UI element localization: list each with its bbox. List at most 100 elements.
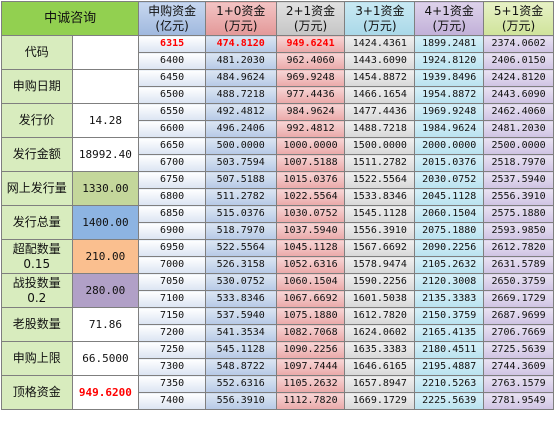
cell-col4[interactable]: 2180.4511 [414, 341, 485, 359]
cell-col2[interactable]: 1015.0376 [275, 171, 346, 189]
cell-col3[interactable]: 1545.1128 [344, 205, 416, 223]
cell-col5[interactable]: 2631.5789 [483, 256, 554, 274]
cell-col3[interactable]: 1454.8872 [344, 69, 416, 87]
cell-col0[interactable]: 7350 [138, 375, 206, 393]
cell-col3[interactable]: 1601.5038 [344, 290, 416, 308]
cell-col1[interactable]: 545.1128 [204, 341, 277, 359]
label-online-issue-volume[interactable]: 网上发行量 [1, 171, 73, 206]
cell-col3[interactable]: 1511.2782 [344, 154, 416, 172]
cell-col1[interactable]: 522.5564 [204, 239, 277, 257]
label-issue-price[interactable]: 发行价 [1, 103, 73, 138]
cell-col5[interactable]: 2781.9549 [483, 392, 554, 410]
cell-col1[interactable]: 500.0000 [204, 137, 277, 155]
cell-col4[interactable]: 2165.4135 [414, 324, 485, 342]
cell-col1[interactable]: 541.3534 [204, 324, 277, 342]
value-subscribe-limit[interactable]: 66.5000 [71, 341, 140, 376]
cell-col2[interactable]: 1022.5564 [275, 188, 346, 206]
cell-col0[interactable]: 6500 [138, 86, 206, 104]
cell-col5[interactable]: 2406.0150 [483, 52, 554, 70]
cell-col5[interactable]: 2763.1579 [483, 375, 554, 393]
label-max-funds[interactable]: 顶格资金 [1, 375, 73, 410]
cell-col4[interactable]: 1954.8872 [414, 86, 485, 104]
cell-col0[interactable]: 6650 [138, 137, 206, 155]
col-header-1-0[interactable]: 1+0资金 (万元) [204, 1, 277, 36]
cell-col3[interactable]: 1424.4361 [344, 35, 416, 53]
cell-col4[interactable]: 2210.5263 [414, 375, 485, 393]
cell-col1[interactable]: 552.6316 [204, 375, 277, 393]
cell-col1[interactable]: 518.7970 [204, 222, 277, 240]
label-strategic-volume[interactable]: 战投数量 0.2 [1, 273, 73, 308]
cell-col2[interactable]: 1082.7068 [275, 324, 346, 342]
cell-col3[interactable]: 1556.3910 [344, 222, 416, 240]
cell-col1[interactable]: 474.8120 [204, 35, 277, 53]
value-code[interactable] [71, 35, 140, 70]
value-strategic-volume[interactable]: 280.00 [71, 273, 140, 308]
cell-col2[interactable]: 1067.6692 [275, 290, 346, 308]
cell-col5[interactable]: 2687.9699 [483, 307, 554, 325]
cell-col4[interactable]: 2015.0376 [414, 154, 485, 172]
col-header-3-1[interactable]: 3+1资金 (万元) [344, 1, 416, 36]
cell-col0[interactable]: 6800 [138, 188, 206, 206]
col-header-2-1[interactable]: 2+1资金 (万元) [275, 1, 346, 36]
label-old-shares-volume[interactable]: 老股数量 [1, 307, 73, 342]
cell-col2[interactable]: 1060.1504 [275, 273, 346, 291]
cell-col5[interactable]: 2518.7970 [483, 154, 554, 172]
cell-col1[interactable]: 488.7218 [204, 86, 277, 104]
cell-col1[interactable]: 526.3158 [204, 256, 277, 274]
cell-col2[interactable]: 1112.7820 [275, 392, 346, 410]
cell-col3[interactable]: 1635.3383 [344, 341, 416, 359]
cell-col2[interactable]: 1045.1128 [275, 239, 346, 257]
cell-col3[interactable]: 1466.1654 [344, 86, 416, 104]
cell-col2[interactable]: 949.6241 [275, 35, 346, 53]
cell-col5[interactable]: 2593.9850 [483, 222, 554, 240]
cell-col1[interactable]: 556.3910 [204, 392, 277, 410]
value-max-funds[interactable]: 949.6200 [71, 375, 140, 410]
cell-col2[interactable]: 1007.5188 [275, 154, 346, 172]
cell-col2[interactable]: 1052.6316 [275, 256, 346, 274]
cell-col1[interactable]: 503.7594 [204, 154, 277, 172]
cell-col0[interactable]: 6950 [138, 239, 206, 257]
cell-col5[interactable]: 2575.1880 [483, 205, 554, 223]
label-total-issue-volume[interactable]: 发行总量 [1, 205, 73, 240]
cell-col0[interactable]: 6550 [138, 103, 206, 121]
cell-col0[interactable]: 6315 [138, 35, 206, 53]
cell-col3[interactable]: 1488.7218 [344, 120, 416, 138]
col-header-subscribe[interactable]: 申购资金 (亿元) [138, 1, 206, 36]
value-online-issue-volume[interactable]: 1330.00 [71, 171, 140, 206]
cell-col5[interactable]: 2706.7669 [483, 324, 554, 342]
cell-col3[interactable]: 1646.6165 [344, 358, 416, 376]
cell-col0[interactable]: 6850 [138, 205, 206, 223]
cell-col5[interactable]: 2612.7820 [483, 239, 554, 257]
cell-col2[interactable]: 969.9248 [275, 69, 346, 87]
cell-col0[interactable]: 7150 [138, 307, 206, 325]
cell-col0[interactable]: 7050 [138, 273, 206, 291]
cell-col5[interactable]: 2537.5940 [483, 171, 554, 189]
cell-col1[interactable]: 484.9624 [204, 69, 277, 87]
cell-col2[interactable]: 1090.2256 [275, 341, 346, 359]
cell-col4[interactable]: 2225.5639 [414, 392, 485, 410]
cell-col4[interactable]: 2000.0000 [414, 137, 485, 155]
value-issue-amount[interactable]: 18992.40 [71, 137, 140, 172]
cell-col4[interactable]: 1899.2481 [414, 35, 485, 53]
cell-col4[interactable]: 1924.8120 [414, 52, 485, 70]
cell-col3[interactable]: 1500.0000 [344, 137, 416, 155]
cell-col2[interactable]: 1000.0000 [275, 137, 346, 155]
cell-col1[interactable]: 481.2030 [204, 52, 277, 70]
cell-col3[interactable]: 1624.0602 [344, 324, 416, 342]
cell-col3[interactable]: 1612.7820 [344, 307, 416, 325]
cell-col4[interactable]: 2120.3008 [414, 273, 485, 291]
value-overallotment-volume[interactable]: 210.00 [71, 239, 140, 274]
cell-col5[interactable]: 2650.3759 [483, 273, 554, 291]
cell-col4[interactable]: 1969.9248 [414, 103, 485, 121]
cell-col0[interactable]: 6450 [138, 69, 206, 87]
cell-col4[interactable]: 2045.1128 [414, 188, 485, 206]
value-issue-price[interactable]: 14.28 [71, 103, 140, 138]
cell-col0[interactable]: 7250 [138, 341, 206, 359]
cell-col2[interactable]: 962.4060 [275, 52, 346, 70]
cell-col0[interactable]: 6700 [138, 154, 206, 172]
cell-col5[interactable]: 2744.3609 [483, 358, 554, 376]
cell-col5[interactable]: 2374.0602 [483, 35, 554, 53]
cell-col3[interactable]: 1657.8947 [344, 375, 416, 393]
cell-col4[interactable]: 2135.3383 [414, 290, 485, 308]
cell-col3[interactable]: 1578.9474 [344, 256, 416, 274]
